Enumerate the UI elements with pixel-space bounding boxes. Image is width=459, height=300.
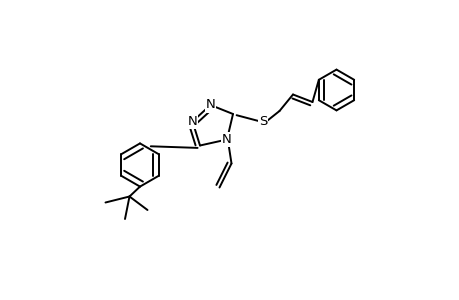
Text: N: N (187, 115, 197, 128)
Text: N: N (222, 133, 231, 146)
Text: S: S (258, 115, 267, 128)
Text: N: N (205, 98, 215, 112)
